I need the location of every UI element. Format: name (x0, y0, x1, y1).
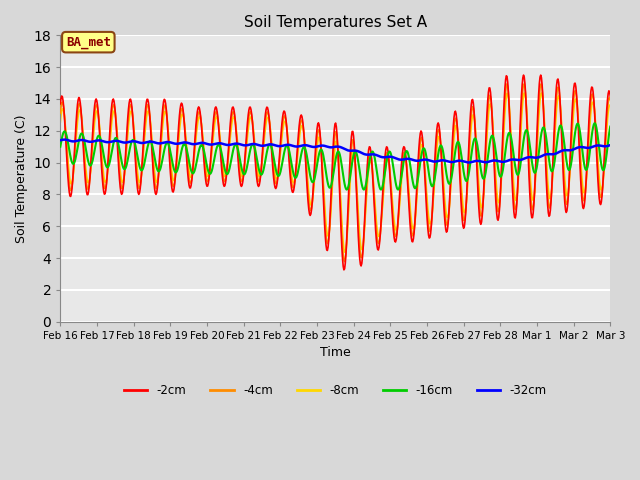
Legend: -2cm, -4cm, -8cm, -16cm, -32cm: -2cm, -4cm, -8cm, -16cm, -32cm (119, 379, 552, 402)
X-axis label: Time: Time (320, 346, 351, 359)
Y-axis label: Soil Temperature (C): Soil Temperature (C) (15, 114, 28, 243)
Text: BA_met: BA_met (66, 36, 111, 48)
Title: Soil Temperatures Set A: Soil Temperatures Set A (244, 15, 427, 30)
